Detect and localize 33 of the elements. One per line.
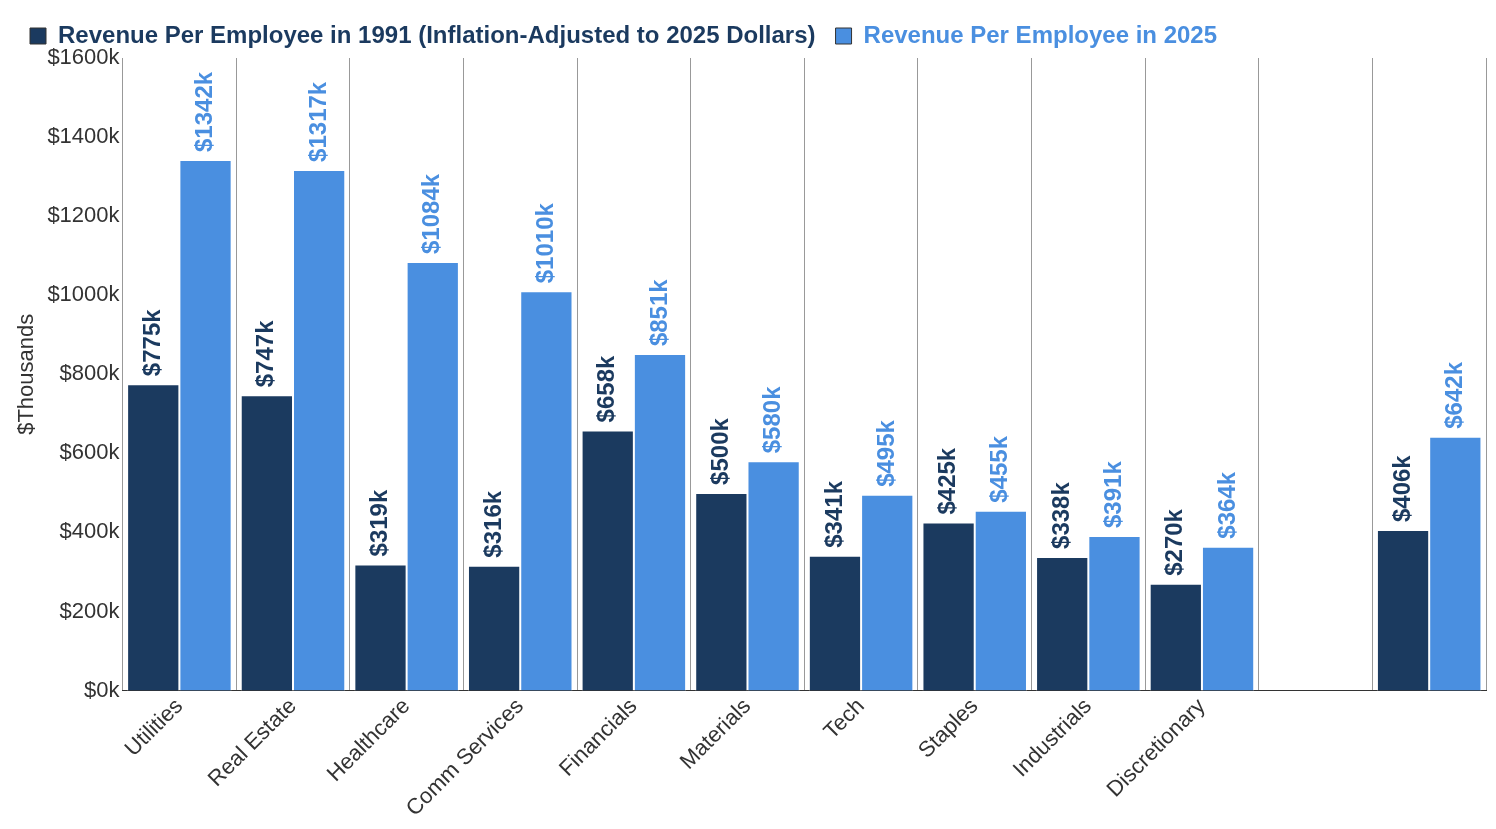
y-tick-label: $600k <box>59 439 121 465</box>
data-label: $270k <box>1160 508 1188 576</box>
y-tick-label: $1400k <box>47 123 121 149</box>
data-label: $319k <box>365 489 393 557</box>
data-label: $500k <box>705 417 733 485</box>
data-label: $341k <box>819 480 847 548</box>
data-label: $1317k <box>303 81 331 162</box>
data-label: $316k <box>478 490 506 558</box>
data-label: $425k <box>933 447 961 515</box>
data-label: $455k <box>985 435 1013 503</box>
y-tick-label: $200k <box>59 597 121 623</box>
data-label: $364k <box>1212 471 1240 539</box>
y-tick-label: $800k <box>59 360 121 386</box>
data-label: $1010k <box>531 202 558 284</box>
x-tick-label: Tech <box>818 693 869 744</box>
y-tick-label: $1200k <box>47 202 121 228</box>
data-label: $391k <box>1099 460 1127 528</box>
data-label: $775k <box>137 308 165 377</box>
data-label: $495k <box>871 419 899 487</box>
data-label: $658k <box>592 355 620 423</box>
data-label: $1342k <box>190 71 218 152</box>
data-label: $338k <box>1046 481 1074 549</box>
data-label: $747k <box>251 319 279 388</box>
data-label: $580k <box>758 385 786 454</box>
legend-label: Revenue Per Employee in 2025 <box>863 20 1218 48</box>
data-label: $1084k <box>417 173 445 254</box>
data-label: $642k <box>1439 361 1467 429</box>
data-label: $406k <box>1387 454 1415 523</box>
y-axis-title: $Thousands <box>13 313 39 435</box>
y-tick-label: $1000k <box>47 281 121 307</box>
y-tick-label: $400k <box>59 518 121 544</box>
data-label: $851k <box>644 278 672 347</box>
y-tick-label: $0k <box>84 676 121 702</box>
